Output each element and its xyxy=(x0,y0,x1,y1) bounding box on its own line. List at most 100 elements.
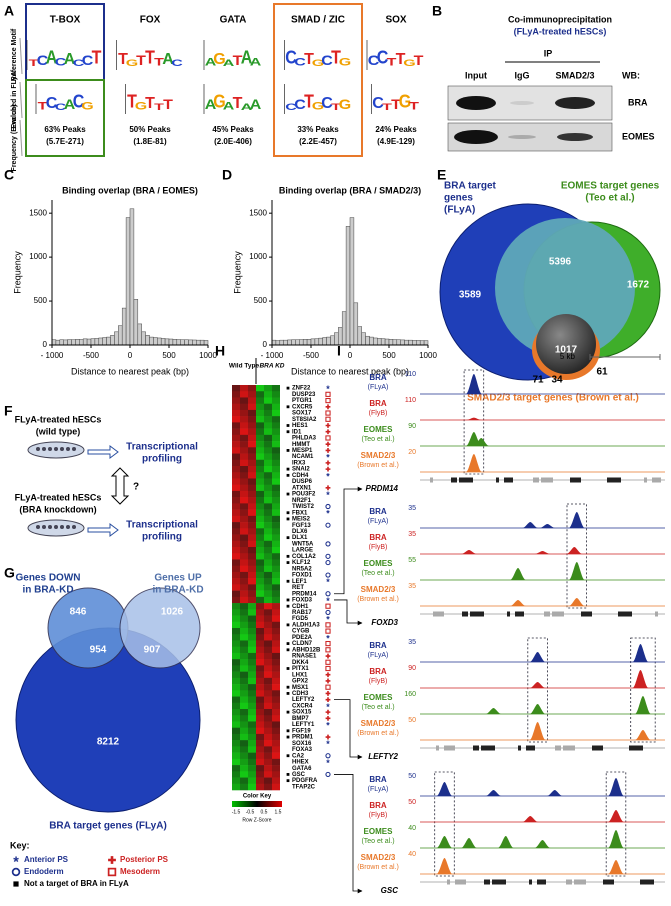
gene-label: FOXD3 xyxy=(292,598,313,604)
signal-peak xyxy=(485,708,502,714)
track-max: 160 xyxy=(404,691,416,698)
heatmap-cell xyxy=(272,721,280,728)
set-label: Genes UP xyxy=(154,573,202,584)
motif-family: SOX xyxy=(385,15,406,26)
symbol-black xyxy=(286,648,290,652)
exon xyxy=(529,879,532,885)
gene-name: GSC xyxy=(381,886,399,895)
heatmap-cell xyxy=(240,434,248,442)
signal-peak xyxy=(634,730,651,740)
heatmap-cell xyxy=(256,490,264,498)
signal-peak xyxy=(465,417,482,420)
blot-band xyxy=(510,101,534,105)
heatmap-cell xyxy=(240,484,248,492)
symbol-circle xyxy=(325,503,331,510)
histogram-bar xyxy=(160,338,166,346)
histogram-bar xyxy=(184,339,189,346)
gene-label: PHLDA3 xyxy=(292,436,317,442)
logo-letter: T xyxy=(331,102,341,112)
set-label: EOMES target genes xyxy=(561,181,660,192)
heatmap-cell xyxy=(272,522,280,529)
exon xyxy=(518,745,521,751)
heatmap-cell xyxy=(272,534,280,542)
row-divider xyxy=(19,81,23,119)
heatmap-cell xyxy=(272,628,280,635)
heatmap-cell xyxy=(232,758,240,766)
logo-letter: C xyxy=(294,98,306,113)
symbol-black xyxy=(286,536,290,540)
heatmap-cell xyxy=(248,603,256,610)
track-max: 55 xyxy=(408,557,416,564)
logo-letter: G xyxy=(135,99,147,112)
heatmap-cell xyxy=(256,385,264,392)
heatmap-cell xyxy=(248,740,256,747)
signal-peak xyxy=(546,790,563,796)
gene-name: LEFTY2 xyxy=(368,752,398,761)
gene-label: CLDN7 xyxy=(292,641,313,647)
heatmap-cell xyxy=(264,684,272,691)
heatmap-cell xyxy=(264,416,272,423)
heatmap-cell xyxy=(232,702,240,710)
heatmap-cell xyxy=(272,391,280,398)
heatmap-cell xyxy=(272,447,280,454)
symbol-black xyxy=(286,473,290,477)
logo-letter: C xyxy=(73,91,85,112)
heatmap-cell xyxy=(264,634,272,641)
logo-letter: T xyxy=(391,98,401,113)
heatmap-cell xyxy=(256,752,264,760)
chart-title: Binding overlap (BRA / EOMES) xyxy=(62,185,198,195)
heatmap-cell xyxy=(256,509,264,517)
heatmap-cell xyxy=(248,478,256,485)
logo-letter: T xyxy=(145,95,155,112)
histogram-bar xyxy=(145,335,150,346)
histogram-bar xyxy=(192,339,197,346)
heatmap-cell xyxy=(240,503,248,510)
exon xyxy=(600,745,603,751)
band-label: EOMES xyxy=(622,131,655,141)
heatmap-cell xyxy=(232,771,240,778)
heatmap-cell xyxy=(272,409,280,417)
y-tick-label: 1000 xyxy=(249,252,267,261)
heatmap-cell xyxy=(272,509,280,517)
heatmap-cell xyxy=(256,596,264,604)
gene-label: DUSP6 xyxy=(292,479,313,485)
histogram-bar xyxy=(82,338,88,346)
symbol-square xyxy=(325,397,331,404)
signal-peak xyxy=(608,810,624,822)
symbol-circle xyxy=(325,572,331,578)
symbol-square xyxy=(325,665,331,672)
e-value: (2.2E-457) xyxy=(299,137,337,146)
logo-letter: T xyxy=(331,47,341,68)
heatmap-cell xyxy=(232,403,240,411)
heatmap-cell xyxy=(272,459,280,467)
venn-count: 34 xyxy=(551,375,563,386)
heatmap-cell xyxy=(232,590,240,598)
exon xyxy=(459,477,471,483)
histogram-bar xyxy=(125,217,131,346)
gene-label: GPX2 xyxy=(292,679,309,685)
heatmap-cell xyxy=(264,721,272,728)
heatmap-cell xyxy=(240,709,248,716)
symbol-black xyxy=(286,561,290,564)
heatmap-cell xyxy=(240,571,248,579)
symbol-plus xyxy=(325,691,331,696)
gene-label: NR2F1 xyxy=(292,498,312,504)
symbol-plus xyxy=(325,448,331,453)
e-value: (2.0E-406) xyxy=(214,137,252,146)
gene-label: PTGR1 xyxy=(292,398,313,404)
heatmap-cell xyxy=(248,615,256,623)
heatmap-cell xyxy=(248,441,256,448)
heatmap-cell xyxy=(264,559,272,566)
gene-label: NR5A2 xyxy=(292,566,312,572)
heatmap-cell xyxy=(232,615,240,623)
logo-letter: C xyxy=(37,54,49,69)
histogram-bar xyxy=(310,338,316,346)
heatmap-cell xyxy=(272,659,280,666)
histogram-bar xyxy=(349,217,355,346)
histogram-bar xyxy=(137,323,142,346)
gene-label: TWIST2 xyxy=(292,504,315,510)
symbol-plus xyxy=(325,460,331,466)
heatmap-cell xyxy=(232,459,240,467)
heatmap-cell xyxy=(248,509,256,517)
logo-letter: A xyxy=(223,99,235,112)
